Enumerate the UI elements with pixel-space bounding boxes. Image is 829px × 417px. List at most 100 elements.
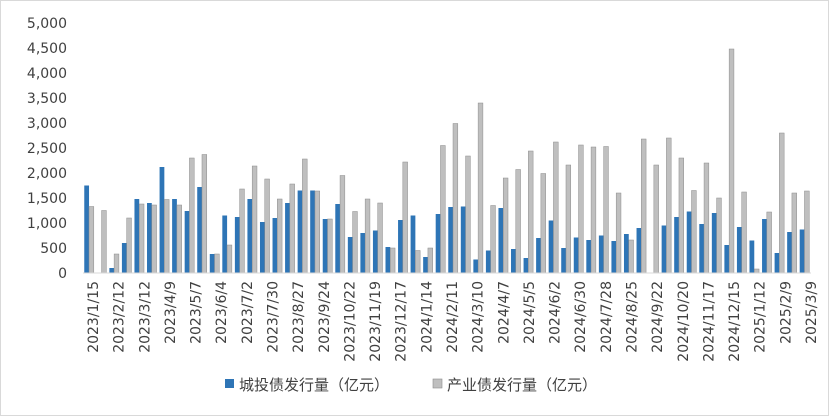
bar-chanye bbox=[164, 199, 170, 274]
bar-chengtou bbox=[172, 199, 177, 273]
bar-chanye bbox=[339, 175, 346, 274]
bar-chanye bbox=[590, 146, 597, 274]
bar-chengtou bbox=[398, 220, 403, 273]
bar-chanye bbox=[691, 190, 697, 274]
bar-chanye bbox=[214, 253, 220, 274]
y-tick-label: 500 bbox=[40, 241, 67, 257]
bar-chengtou bbox=[410, 215, 416, 273]
bar-chanye bbox=[302, 158, 308, 274]
bar-chanye bbox=[528, 150, 534, 274]
bar-chanye bbox=[540, 173, 546, 274]
bar-chanye bbox=[465, 155, 471, 274]
x-tick-label: 2024/10/20 bbox=[676, 281, 692, 362]
bar-chengtou bbox=[272, 218, 278, 273]
x-tick-label: 2023/1/15 bbox=[86, 281, 102, 353]
bar-chanye bbox=[754, 268, 760, 274]
bar-chengtou bbox=[423, 257, 428, 273]
bar-chengtou bbox=[109, 268, 115, 273]
bar-chengtou bbox=[184, 211, 190, 273]
bar-chengtou bbox=[511, 249, 516, 273]
bar-chanye bbox=[327, 218, 333, 274]
bar-chanye bbox=[791, 192, 797, 274]
x-tick-label: 2024/12/15 bbox=[727, 281, 743, 362]
bar-chanye bbox=[201, 154, 208, 274]
bar-chanye bbox=[88, 206, 95, 274]
bar-chanye bbox=[565, 164, 572, 274]
bar-chanye bbox=[502, 177, 509, 274]
bar-chanye bbox=[628, 239, 634, 274]
bar-chengtou bbox=[197, 187, 202, 273]
bar-chengtou bbox=[799, 229, 805, 273]
bar-chanye bbox=[728, 48, 735, 274]
bar-chengtou bbox=[448, 207, 454, 273]
y-tick-label: 2,000 bbox=[27, 166, 67, 182]
bar-chanye bbox=[741, 191, 747, 274]
bar-chanye bbox=[113, 253, 120, 274]
bar-chengtou bbox=[385, 247, 391, 273]
bar-chengtou bbox=[787, 232, 792, 273]
bar-chanye bbox=[603, 146, 609, 274]
bar-chengtou bbox=[247, 199, 253, 273]
bar-chanye bbox=[515, 169, 521, 274]
bar-chengtou bbox=[473, 259, 479, 273]
x-tick-label: 2025/2/9 bbox=[778, 281, 794, 344]
bar-chanye bbox=[553, 141, 559, 274]
bar-chanye bbox=[402, 161, 408, 274]
x-tick-label: 2024/8/25 bbox=[625, 281, 641, 353]
bar-chengtou bbox=[661, 225, 667, 273]
x-tick-label: 2023/7/2 bbox=[240, 281, 256, 344]
bar-chanye bbox=[151, 204, 157, 274]
bar-chengtou bbox=[573, 237, 579, 273]
bar-chengtou bbox=[674, 217, 679, 273]
x-tick-label: 2025/1/12 bbox=[753, 281, 769, 353]
bar-chengtou bbox=[360, 233, 366, 273]
legend: 城投债发行量（亿元） 产业债发行量（亿元） bbox=[225, 376, 597, 394]
x-tick-label: 2023/9/24 bbox=[317, 281, 333, 353]
x-tick-label: 2023/6/4 bbox=[214, 281, 230, 344]
bar-chengtou bbox=[498, 208, 504, 273]
y-tick-label: 1,000 bbox=[27, 216, 67, 232]
x-tick-label: 2024/9/22 bbox=[650, 281, 666, 353]
x-axis-ticks: 2023/1/15 2023/2/12 2023/3/12 2023/4/9 2023/… bbox=[86, 281, 820, 362]
bar-chanye bbox=[364, 198, 371, 274]
bar-chanye bbox=[138, 203, 145, 274]
bar-chanye bbox=[277, 198, 283, 274]
bar-chanye bbox=[578, 144, 584, 274]
x-tick-label: 2024/1/14 bbox=[419, 281, 435, 353]
bar-chanye bbox=[804, 190, 810, 274]
bar-chanye bbox=[703, 162, 710, 274]
bar-chanye bbox=[666, 137, 672, 274]
bar-chanye bbox=[126, 217, 132, 274]
bar-chanye bbox=[226, 244, 233, 274]
y-tick-label: 3,000 bbox=[27, 116, 67, 132]
bar-chengtou bbox=[749, 240, 755, 273]
bar-chanye bbox=[615, 192, 622, 274]
bar-chanye bbox=[189, 157, 195, 274]
bar-chengtou bbox=[372, 230, 378, 273]
bar-chengtou bbox=[234, 217, 240, 273]
x-tick-label: 2024/2/11 bbox=[445, 281, 461, 353]
bar-chanye bbox=[390, 247, 396, 274]
bar-chengtou bbox=[774, 253, 780, 273]
bar-chanye bbox=[176, 204, 182, 274]
bar-chengtou bbox=[460, 206, 466, 273]
bar-chengtou bbox=[623, 234, 629, 273]
x-tick-label: 2023/12/17 bbox=[394, 281, 410, 362]
bar-chanye bbox=[239, 188, 245, 274]
y-tick-label: 4,000 bbox=[27, 66, 67, 82]
x-tick-label: 2023/7/30 bbox=[266, 281, 282, 353]
x-tick-label: 2023/2/12 bbox=[112, 281, 128, 353]
bar-chengtou bbox=[121, 243, 127, 273]
bar-chengtou bbox=[147, 203, 152, 273]
legend-swatch-chanye bbox=[432, 378, 443, 389]
bar-chengtou bbox=[711, 213, 717, 273]
bar-chengtou bbox=[222, 215, 228, 273]
bar-chengtou bbox=[485, 250, 491, 273]
bar-chanye bbox=[427, 247, 433, 274]
bar-chanye bbox=[289, 183, 295, 274]
bar-chanye bbox=[452, 123, 459, 274]
bar-chengtou bbox=[699, 224, 705, 273]
x-tick-label: 2023/3/12 bbox=[137, 281, 153, 353]
